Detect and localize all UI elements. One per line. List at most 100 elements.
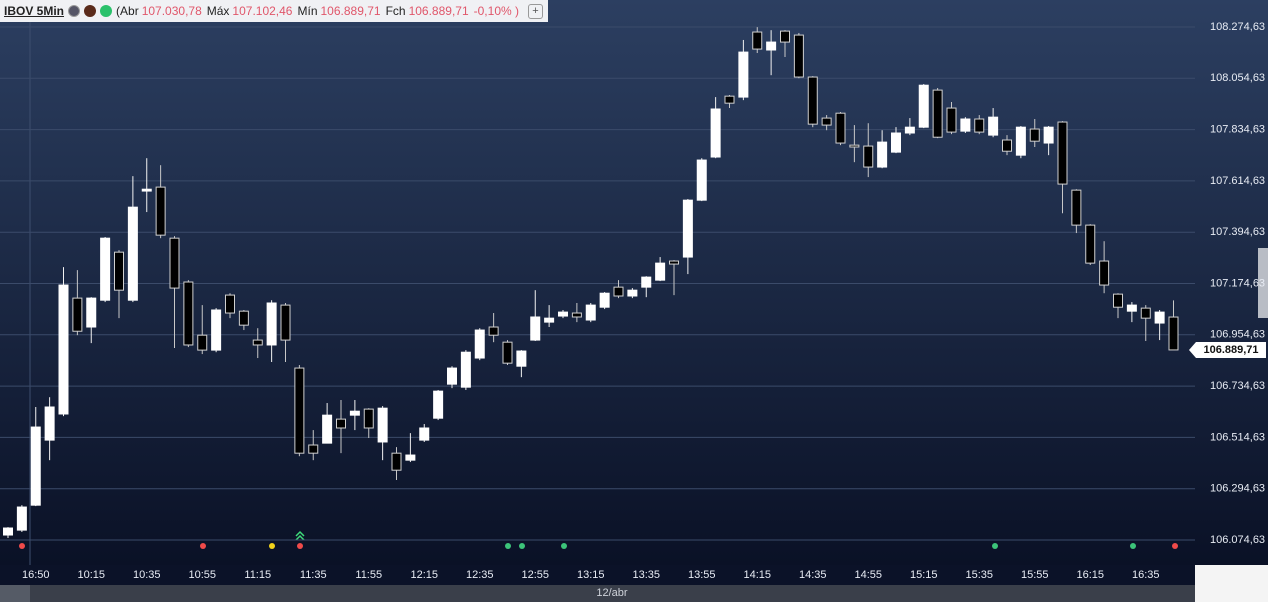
bearish-body: [1002, 139, 1012, 152]
bearish-body: [1057, 121, 1068, 185]
date-label: 12/abr: [596, 587, 628, 599]
y-tick-label: 107.394,63: [1210, 226, 1265, 238]
bullish-body: [544, 317, 555, 323]
bearish-body: [1085, 224, 1096, 264]
bullish-body: [377, 407, 388, 443]
signal-dot: [561, 543, 567, 549]
x-tick-label: 12:55: [521, 569, 549, 581]
scroll-handle[interactable]: [1258, 248, 1268, 318]
bearish-body: [1168, 316, 1179, 351]
icon[interactable]: [68, 5, 81, 17]
bullish-body: [1154, 311, 1165, 324]
bullish-body: [322, 414, 333, 444]
bullish-body: [1015, 126, 1026, 156]
bearish-body: [1113, 293, 1123, 308]
quote-value: 107.030,78: [141, 4, 202, 18]
bullish-body: [1043, 126, 1054, 144]
bearish-body: [821, 117, 832, 126]
bullish-body: [100, 237, 111, 301]
y-tick-label: 106.954,63: [1210, 329, 1265, 341]
plot-background: [0, 0, 1268, 565]
bearish-body: [669, 260, 679, 265]
y-tick-label: 108.054,63: [1210, 72, 1265, 84]
bearish-body: [197, 334, 208, 351]
scrollbar[interactable]: [0, 585, 1195, 602]
bearish-body: [363, 408, 374, 429]
bearish-body: [72, 297, 83, 332]
quote-label: Máx: [206, 4, 230, 18]
bullish-body: [211, 309, 222, 351]
y-tick-label: 106.734,63: [1210, 380, 1265, 392]
signal-dot: [519, 543, 525, 549]
bearish-body: [308, 444, 319, 454]
bearish-body: [183, 281, 194, 346]
bullish-body: [766, 41, 777, 51]
bullish-body: [30, 426, 41, 506]
bearish-body: [1140, 307, 1151, 319]
x-tick-label: 14:55: [854, 569, 882, 581]
x-tick-label: 10:15: [77, 569, 105, 581]
bearish-body: [780, 30, 790, 43]
bearish-body: [238, 310, 249, 326]
signal-dot: [992, 543, 998, 549]
y-tick-label: 106.074,63: [1210, 534, 1265, 546]
y-tick-label: 106.294,63: [1210, 483, 1265, 495]
bearish-body: [724, 95, 735, 104]
bullish-body: [877, 141, 888, 168]
candles: [3, 27, 1179, 539]
last-price-tag: [1189, 341, 1266, 358]
y-tick-label: 108.274,63: [1210, 21, 1265, 33]
add-button[interactable]: +: [528, 3, 543, 19]
bearish-body: [1071, 189, 1082, 226]
signal-dot: [19, 543, 25, 549]
bearish-body: [571, 312, 582, 318]
quote-value: 106.889,71: [408, 4, 469, 18]
x-tick-label: 13:55: [688, 569, 716, 581]
bearish-body: [252, 339, 263, 346]
bullish-body: [58, 284, 69, 415]
y-tick-label: 106.514,63: [1210, 431, 1265, 443]
change: -0,10% ): [473, 4, 519, 18]
bearish-body: [155, 186, 166, 236]
y-tick-label: 107.174,63: [1210, 277, 1265, 289]
bullish-body: [918, 84, 929, 128]
bearish-body: [502, 341, 513, 364]
bearish-body: [613, 286, 624, 297]
bullish-body: [599, 292, 610, 308]
quote-label: (Abr: [116, 4, 139, 18]
bullish-body: [530, 316, 541, 341]
x-tick-label: 12:35: [466, 569, 494, 581]
icon[interactable]: [84, 5, 97, 17]
symbol[interactable]: IBOV 5Min: [4, 4, 65, 18]
bullish-body: [558, 311, 568, 317]
bearish-body: [280, 304, 291, 341]
x-tick-label: 15:55: [1021, 569, 1049, 581]
x-tick-label: 13:15: [577, 569, 605, 581]
bullish-body: [1126, 304, 1137, 312]
bullish-body: [3, 527, 13, 536]
bullish-body: [655, 262, 666, 281]
quote-value: 106.889,71: [320, 4, 381, 18]
bearish-body: [932, 89, 943, 138]
bullish-body: [960, 118, 971, 132]
x-tick-label: 13:35: [632, 569, 660, 581]
bullish-body: [904, 126, 915, 134]
bearish-body: [752, 31, 763, 50]
bearish-body: [488, 326, 499, 336]
signal-dot: [1130, 543, 1136, 549]
quote-header: IBOV 5Min (Abr 107.030,78 Máx 107.102,46 Mín…: [0, 0, 548, 22]
bullish-body: [460, 351, 471, 388]
x-tick-label: 12:15: [410, 569, 438, 581]
x-tick-label: 10:55: [188, 569, 216, 581]
y-tick-label: 107.834,63: [1210, 124, 1265, 136]
bullish-body: [710, 108, 721, 158]
bullish-body: [127, 206, 138, 301]
bearish-body: [807, 76, 818, 125]
x-tick-label: 14:15: [743, 569, 771, 581]
bearish-body: [863, 145, 874, 168]
bearish-body: [169, 237, 180, 289]
bullish-body: [988, 116, 999, 136]
bullish-body: [349, 410, 360, 416]
corner: [1195, 565, 1268, 602]
